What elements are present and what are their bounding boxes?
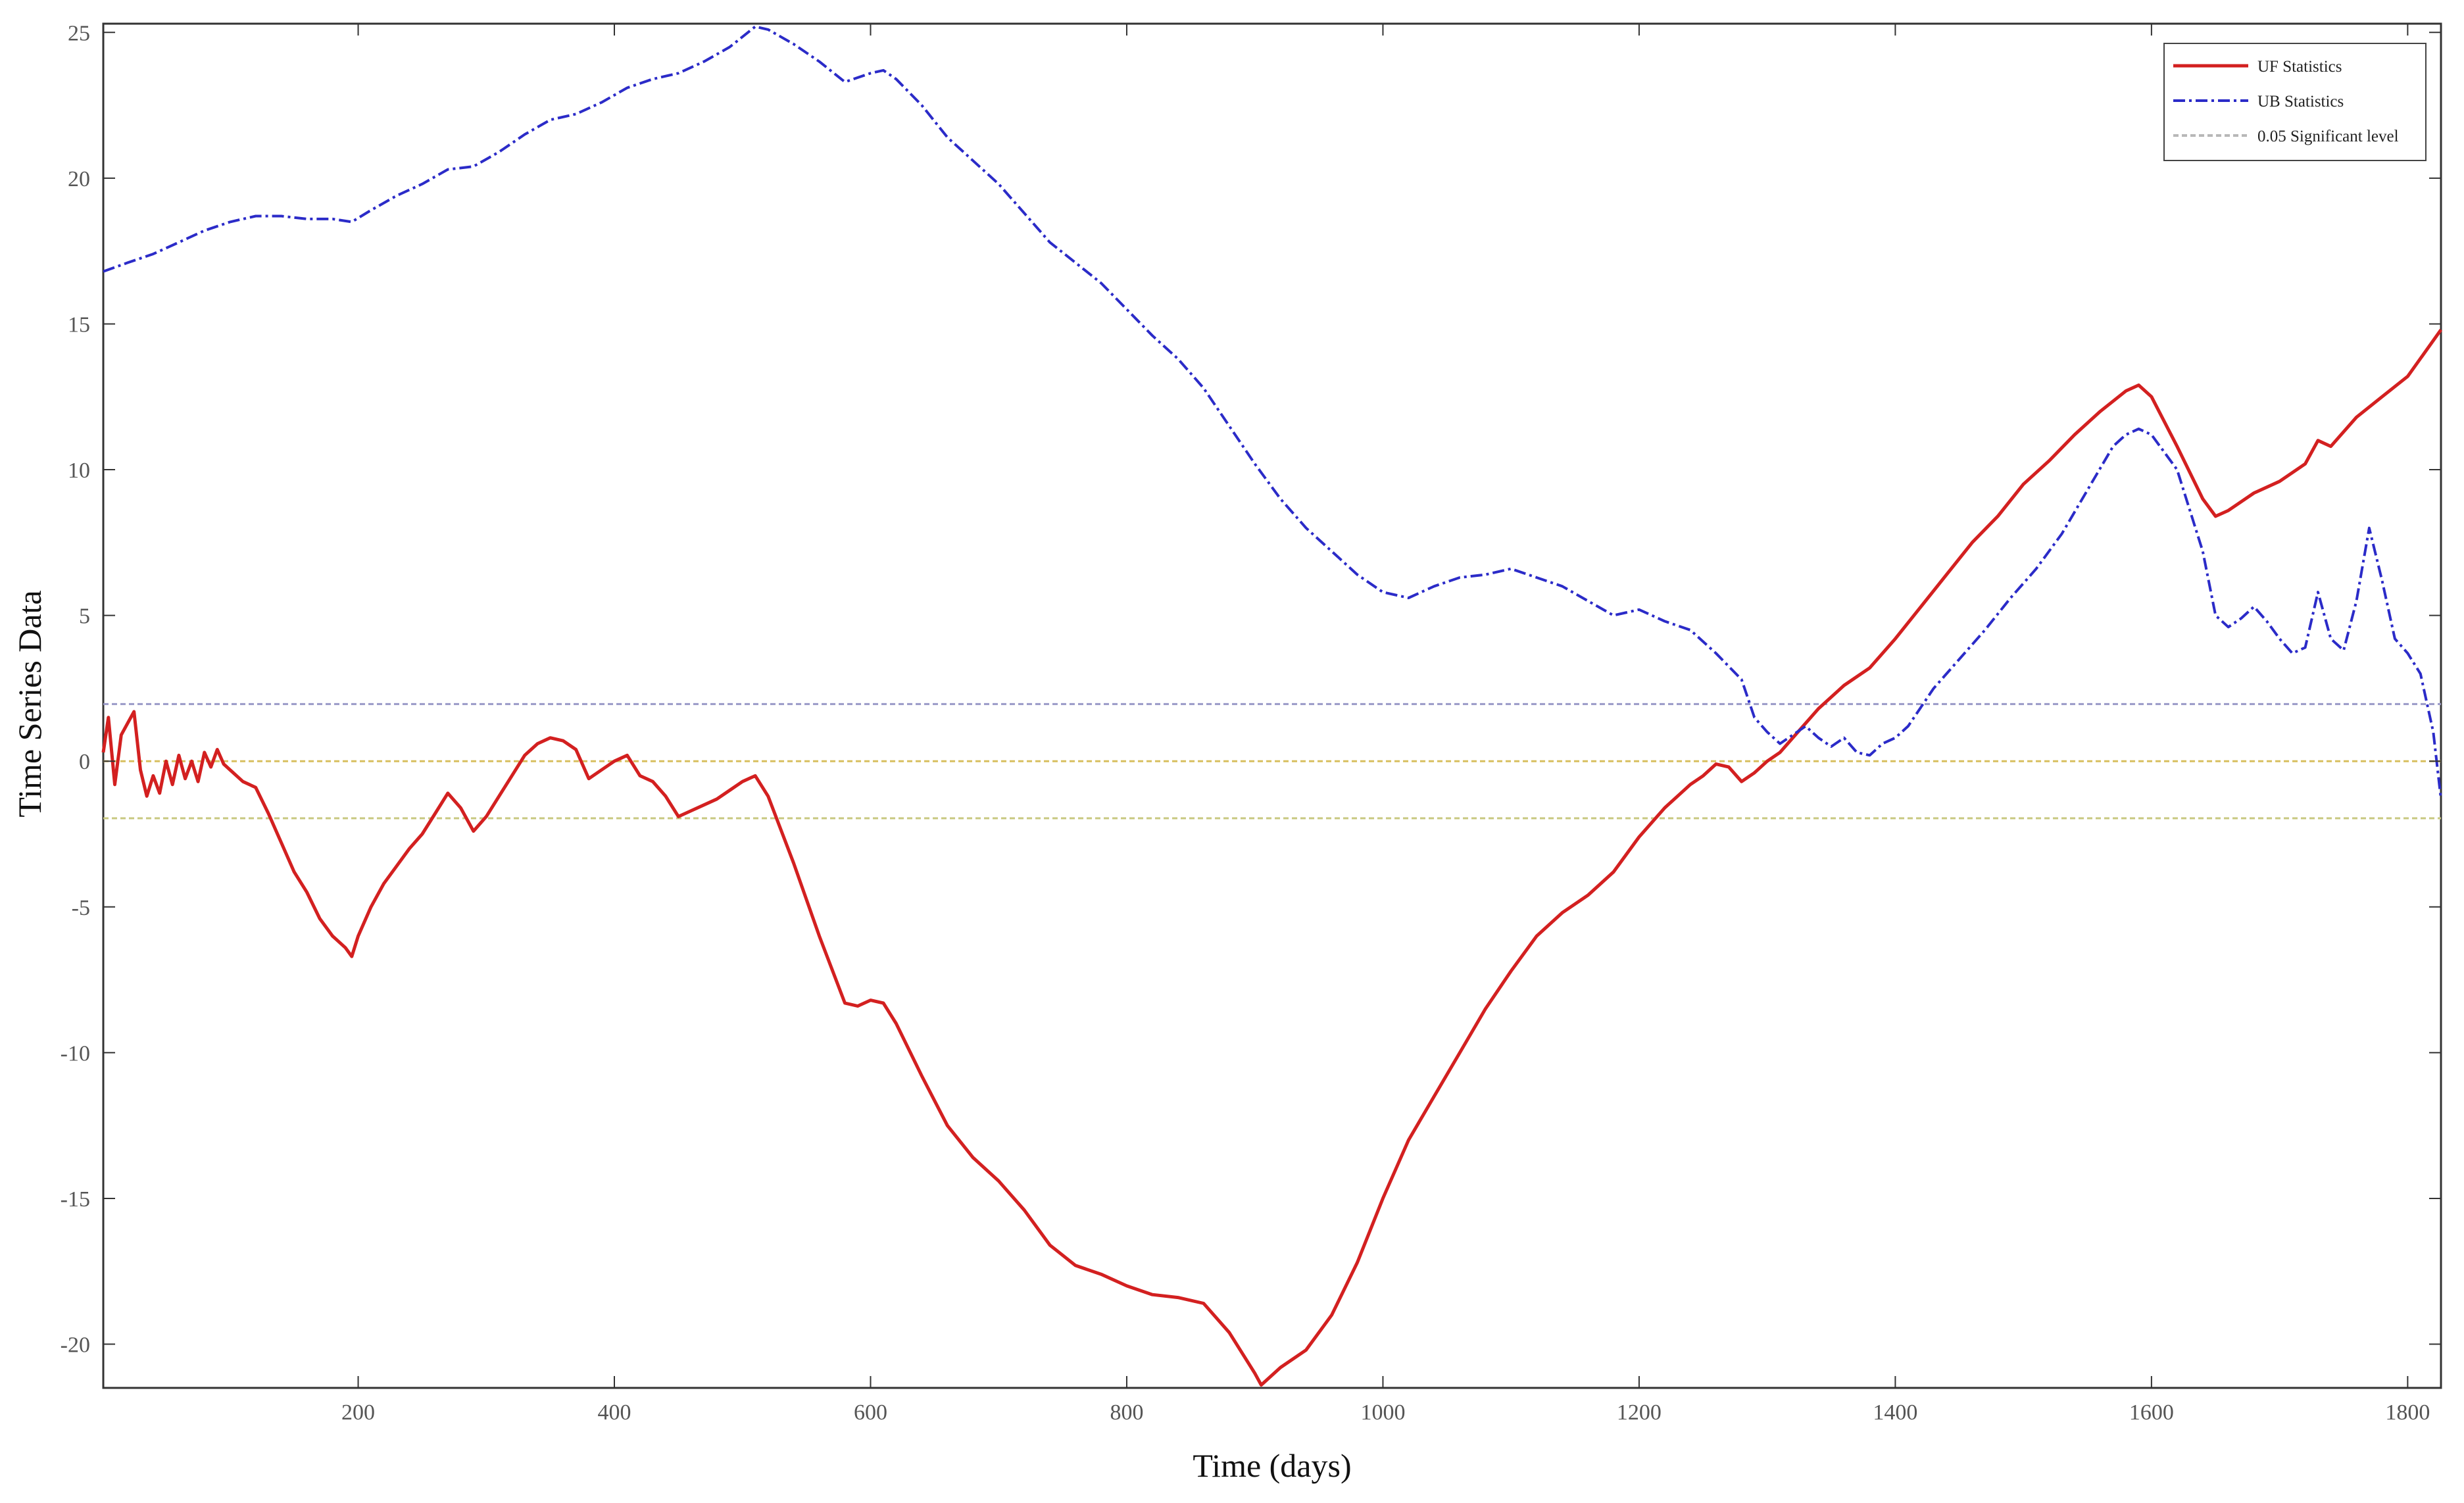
x-tick-label: 1800: [2385, 1400, 2430, 1425]
y-tick-label: -20: [61, 1333, 90, 1358]
y-tick-label: 20: [68, 167, 90, 191]
reference-lines: [103, 702, 2441, 820]
x-tick-label: 1400: [1873, 1400, 1917, 1425]
y-tick-label: 15: [68, 312, 90, 337]
x-tick-label: 400: [598, 1400, 631, 1425]
y-tick-label: 0: [79, 750, 90, 774]
plot-area: [102, 22, 2442, 1389]
series-line-1: [103, 25, 2442, 800]
x-tick-label: 600: [854, 1400, 887, 1425]
y-axis-title: Time Series Data: [11, 590, 48, 817]
x-tick-label: 1000: [1360, 1400, 1405, 1425]
legend-box: [2163, 43, 2427, 161]
y-tick-label: 10: [68, 458, 90, 483]
legend: UF Statistics UB Statistics 0.05 Significa…: [2163, 43, 2427, 161]
x-axis-ticks: 200 400 600 800 1000 1200 1400 1600 1800: [341, 24, 2430, 1425]
x-tick-label: 800: [1110, 1400, 1143, 1425]
x-tick-label: 1600: [2129, 1400, 2174, 1425]
legend-label-2: 0.05 Significant level: [2257, 128, 2399, 145]
y-tick-label: 5: [79, 604, 90, 629]
y-tick-label: -15: [61, 1187, 90, 1212]
y-tick-label: -5: [72, 896, 90, 920]
y-axis-ticks: -20 -15 -10 -5 0 5 10 15 20 25: [61, 21, 2441, 1358]
legend-label-1: UB Statistics: [2257, 93, 2344, 111]
x-tick-label: 1200: [1617, 1400, 1662, 1425]
x-tick-label: 200: [341, 1400, 375, 1425]
series-lines: [101, 25, 2443, 1387]
legend-label-0: UF Statistics: [2257, 58, 2342, 76]
x-axis-title: Time (days): [1193, 1447, 1351, 1484]
y-tick-label: 25: [68, 21, 90, 45]
series-line-0: [101, 328, 2443, 1387]
y-tick-label: -10: [61, 1041, 90, 1066]
